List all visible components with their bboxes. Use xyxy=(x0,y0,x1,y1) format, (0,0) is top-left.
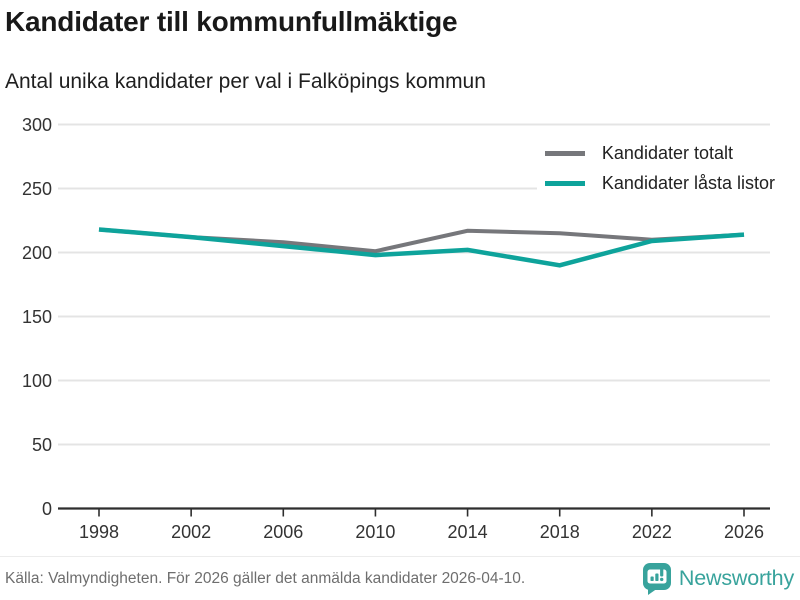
x-tick-label: 2018 xyxy=(540,522,580,542)
legend: Kandidater totalt Kandidater låsta listo… xyxy=(536,139,777,200)
legend-swatch-totalt xyxy=(544,151,585,156)
legend-item-kandidater-lasta-listor: Kandidater låsta listor xyxy=(544,173,775,194)
y-tick-label: 50 xyxy=(32,435,52,455)
newsworthy-bar-chart-icon xyxy=(642,562,671,595)
y-tick-label: 300 xyxy=(22,115,52,135)
legend-label-lasta-listor: Kandidater låsta listor xyxy=(601,173,775,193)
x-tick-label: 2006 xyxy=(263,522,303,542)
legend-label-totalt: Kandidater totalt xyxy=(601,143,733,163)
newsworthy-logo: Newsworthy xyxy=(642,562,794,596)
x-tick-label: 2010 xyxy=(355,522,395,542)
y-tick-label: 200 xyxy=(22,243,52,263)
y-tick-label: 100 xyxy=(22,371,52,391)
x-tick-label: 1998 xyxy=(79,522,119,542)
legend-item-kandidater-totalt: Kandidater totalt xyxy=(544,143,775,164)
series-line-1 xyxy=(98,227,745,268)
footer: Källa: Valmyndigheten. För 2026 gäller d… xyxy=(0,556,800,600)
brand-name: Newsworthy xyxy=(678,566,794,590)
page-subtitle: Antal unika kandidater per val i Falköpi… xyxy=(5,70,486,93)
x-tick-label: 2014 xyxy=(448,522,488,542)
x-tick-label: 2026 xyxy=(724,522,764,542)
page-title: Kandidater till kommunfullmäktige xyxy=(5,6,458,37)
x-tick-label: 2022 xyxy=(632,522,672,542)
source-note: Källa: Valmyndigheten. För 2026 gäller d… xyxy=(5,569,526,587)
y-tick-label: 150 xyxy=(22,307,52,327)
legend-swatch-lasta-listor xyxy=(544,181,585,186)
x-tick-label: 2002 xyxy=(171,522,211,542)
y-tick-label: 250 xyxy=(22,179,52,199)
y-tick-label: 0 xyxy=(42,499,52,519)
